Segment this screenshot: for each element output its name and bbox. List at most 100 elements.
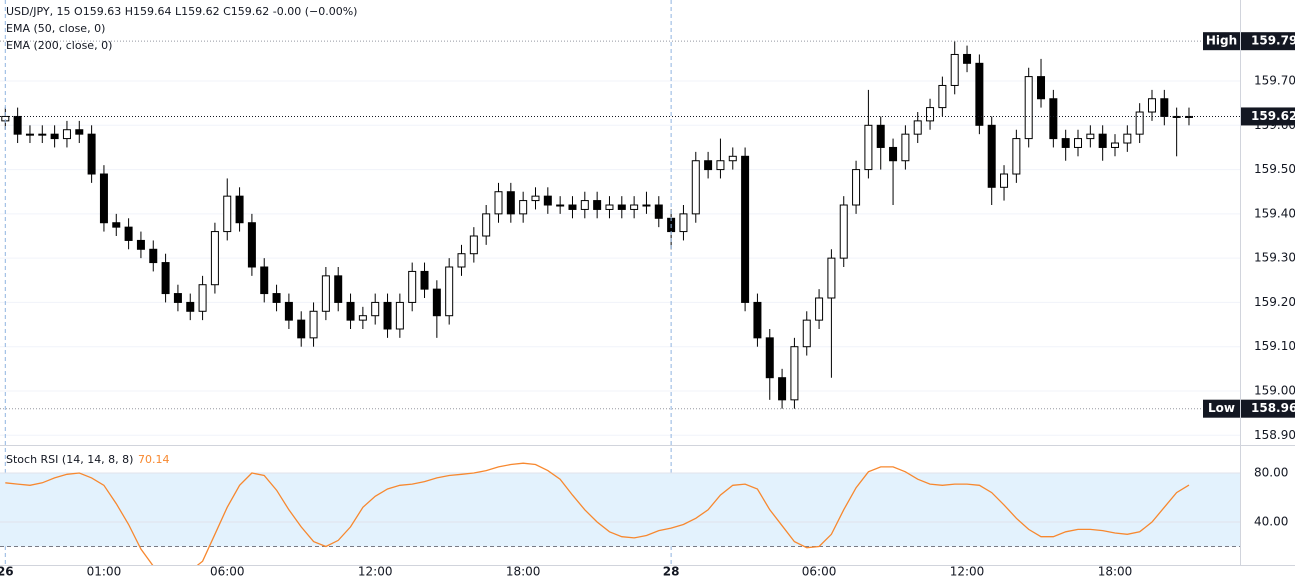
candle-body [136, 239, 145, 250]
candle-body [1123, 133, 1132, 144]
candle-body [593, 200, 602, 210]
indicator-label: EMA (200, close, 0) [6, 39, 112, 52]
candle-body [432, 288, 441, 317]
extreme-value-box [1241, 32, 1295, 51]
candle-body [568, 204, 577, 210]
extreme-tag: Low [1208, 401, 1235, 415]
candle-body [87, 133, 96, 175]
candle-body [210, 231, 219, 286]
candle-body [741, 155, 750, 303]
candle-body [630, 204, 639, 210]
last-price-box [1241, 107, 1295, 126]
x-tick-label: 28 [663, 565, 680, 578]
candle-body [223, 195, 232, 233]
candle-body [519, 200, 528, 215]
y-tick-label: 159.30 [1254, 251, 1295, 265]
candle-body [654, 204, 663, 219]
extreme-value-box [1241, 399, 1295, 418]
candle-body [1074, 138, 1083, 148]
candle-body [395, 301, 404, 330]
candle-body [889, 146, 898, 162]
candle-body [346, 301, 355, 321]
candle-body [186, 301, 195, 312]
candle-body [728, 155, 737, 162]
candle-body [272, 293, 281, 303]
candle-body [297, 319, 306, 339]
candle-body [778, 377, 787, 401]
candle-body [852, 169, 861, 206]
extreme-value: 158.96 [1251, 401, 1295, 415]
stoch-pane [0, 462, 1240, 565]
last-price-label: 159.62 [1251, 109, 1295, 123]
candle-body [1037, 76, 1046, 100]
candle-body [556, 204, 565, 207]
y-tick-label: 159.20 [1254, 295, 1295, 309]
x-tick-label: 26 [0, 565, 14, 578]
candle-body [617, 204, 626, 210]
candle-body [235, 195, 244, 224]
candle-body [790, 346, 799, 401]
y-tick-label: 40.00 [1254, 515, 1288, 529]
x-tick-label: 06:00 [210, 565, 245, 578]
candle-body [876, 124, 885, 148]
y-tick-label: 159.40 [1254, 206, 1295, 220]
candle-body [950, 53, 959, 86]
candle-body [50, 133, 59, 140]
y-tick-label: 159.00 [1254, 383, 1295, 397]
candle-body [1098, 133, 1107, 148]
candle-body [815, 297, 824, 321]
candle-body [987, 124, 996, 188]
candle-body [1111, 142, 1119, 148]
y-tick-label: 80.00 [1254, 466, 1288, 480]
candle-body [358, 315, 367, 321]
candle-body [963, 53, 972, 64]
candle-body [753, 301, 762, 339]
candle-body [334, 275, 343, 303]
stoch-current-value: 70.14 [138, 453, 170, 466]
candle-body [420, 270, 429, 290]
candle-body [802, 319, 811, 348]
candle-body [13, 115, 22, 135]
candle-body [827, 257, 836, 299]
candle-body [309, 310, 318, 339]
x-tick-label: 18:00 [506, 565, 541, 578]
stoch-band [0, 473, 1240, 547]
candle-body [457, 253, 466, 268]
x-tick-label: 12:00 [950, 565, 985, 578]
candle-body [383, 301, 392, 330]
candle-body [124, 226, 133, 241]
candle-body [1061, 138, 1070, 148]
x-tick-label: 01:00 [87, 565, 122, 578]
candle-body [1160, 98, 1169, 117]
candle-body [149, 248, 158, 264]
candle-body [580, 200, 589, 210]
candle-body [839, 204, 848, 259]
candle-body [62, 129, 71, 140]
candle-body [321, 275, 330, 312]
y-tick-label: 159.10 [1254, 339, 1295, 353]
extreme-value: 159.79 [1251, 34, 1295, 48]
y-tick-label: 159.70 [1254, 74, 1295, 88]
candle-body [679, 213, 688, 233]
stoch-title: Stoch RSI (14, 14, 8, 8) [6, 453, 133, 466]
candle-body [38, 133, 47, 136]
extreme-tag-box [1203, 399, 1240, 418]
candle-body [173, 293, 182, 303]
x-tick-label: 12:00 [358, 565, 393, 578]
candle-body [506, 191, 515, 215]
extreme-tag-box [1203, 32, 1240, 51]
candle-body [691, 160, 700, 215]
candle-body [198, 284, 207, 312]
indicator-label: EMA (50, close, 0) [6, 22, 105, 35]
candle-body [716, 160, 725, 171]
candle-body [247, 222, 256, 268]
candle-body [864, 124, 873, 171]
candle-body [938, 84, 947, 109]
stoch-line [5, 462, 1190, 565]
candle-body [704, 160, 713, 171]
candle-body [260, 266, 269, 295]
candle-body [642, 204, 651, 207]
candle-body [543, 195, 552, 206]
candle-body [765, 337, 774, 379]
